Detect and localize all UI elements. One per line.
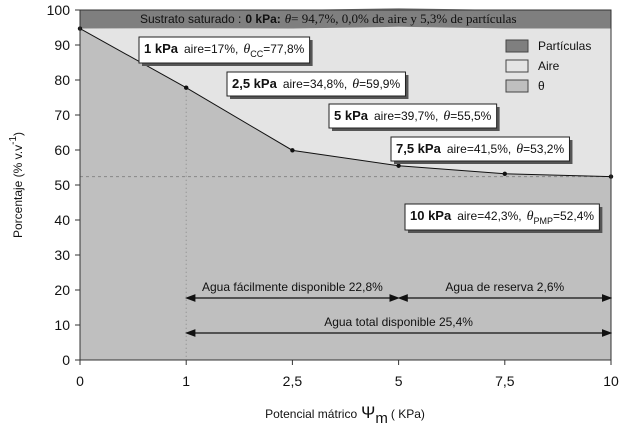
range-label: Agua de reserva 2,6%	[445, 280, 564, 294]
y-axis-title: Porcentaje (% v.v-1)	[8, 132, 25, 238]
annotation: 10 kPa aire=42,3%, θPMP=52,4%	[404, 203, 603, 233]
annotation-detail: aire=17%,	[184, 42, 238, 56]
legend-swatch	[505, 59, 529, 73]
annotation-label: 1 kPa	[144, 41, 179, 56]
theta-line	[79, 28, 612, 178]
y-title-text: Porcentaje (% v.v	[11, 145, 25, 238]
annotation-subscript: CC	[250, 49, 263, 59]
range-label: Agua total disponible 25,4%	[324, 315, 473, 329]
theta-point	[502, 171, 507, 176]
y-tick-label: 60	[54, 142, 70, 158]
area	[80, 8, 611, 29]
y-tick-label: 40	[54, 212, 70, 228]
annotation-value: =77,8%	[263, 42, 304, 56]
y-tick-label: 20	[54, 282, 70, 298]
annotation-detail: aire=39,7%,	[374, 109, 438, 123]
note-text: = 94,7%, 0,0% de aire y 5,3% de partícul…	[291, 11, 516, 26]
x-tick-label: 10	[603, 373, 619, 389]
legend-label: θ	[538, 79, 545, 93]
annotation-subscript: PMP	[533, 216, 553, 226]
y-tick-label: 30	[54, 247, 70, 263]
annotation-text: 5 kPa aire=39,7%, θ=55,5%	[334, 108, 492, 124]
annotation-symbol: θ	[516, 142, 523, 157]
y-tick-label: 0	[62, 352, 70, 368]
x-title-close: ( KPa)	[391, 407, 425, 421]
y-tick-label: 90	[54, 37, 70, 53]
x-title-sub: m	[375, 410, 388, 427]
annotation-symbol: θ	[352, 77, 359, 92]
legend: Partículas Aire θ	[505, 39, 591, 93]
range-label: Agua fácilmente disponible 22,8%	[202, 280, 383, 294]
annotation-label: 5 kPa	[334, 108, 369, 123]
theta-point	[396, 163, 401, 168]
y-tick-label: 70	[54, 107, 70, 123]
annotation-value: =59,9%	[359, 77, 400, 91]
x-tick-label: 0	[76, 373, 84, 389]
x-title-text: Potencial mátrico	[265, 407, 357, 421]
legend-swatch	[505, 39, 529, 53]
area	[80, 28, 611, 361]
annotation-value: =55,5%	[450, 109, 491, 123]
annotation-symbol: θ	[443, 109, 450, 124]
y-tick-label: 80	[54, 72, 70, 88]
annotation-text: 10 kPa aire=42,3%, θPMP=52,4%	[410, 208, 594, 226]
annotation: 1 kPa aire=17%, θCC=77,8%	[138, 36, 313, 66]
annotation-text: 7,5 kPa aire=41,5%, θ=53,2%	[396, 141, 564, 157]
y-tick-label: 10	[54, 317, 70, 333]
x-tick-label: 2,5	[283, 373, 303, 389]
x-tick-label: 1	[182, 373, 190, 389]
y-title-close: )	[11, 132, 25, 136]
annotation-text: 2,5 kPa aire=34,8%, θ=59,9%	[232, 76, 400, 92]
x-tick-label: 7,5	[495, 373, 515, 389]
annotation-box	[226, 71, 406, 97]
x-tick-label: 5	[395, 373, 403, 389]
annotation: 7,5 kPa aire=41,5%, θ=53,2%	[390, 136, 573, 164]
y-title-sup: -1	[8, 136, 19, 145]
note-symbol: θ	[285, 11, 292, 26]
annotation-value: =52,4%	[553, 209, 594, 223]
annotation-label: 2,5 kPa	[232, 76, 278, 91]
annotation-detail: aire=41,5%,	[447, 142, 511, 156]
theta-point	[184, 85, 189, 90]
annotation-box	[390, 136, 570, 162]
note-prefix: Sustrato saturado :	[140, 12, 241, 26]
annotation-detail: aire=34,8%,	[283, 77, 347, 91]
legend-label: Partículas	[538, 39, 591, 53]
saturation-note: Sustrato saturado : 0 kPa: θ= 94,7%, 0,0% …	[140, 11, 517, 26]
x-title-symbol: Ψ	[361, 403, 375, 422]
theta-point	[290, 148, 295, 153]
legend-label: Aire	[538, 59, 560, 73]
annotation-value: =53,2%	[523, 142, 564, 156]
annotation-label: 10 kPa	[410, 208, 452, 223]
annotation-detail: aire=42,3%,	[457, 209, 521, 223]
annotation-label: 7,5 kPa	[396, 141, 442, 156]
x-axis-title: Potencial mátrico Ψm( KPa)	[265, 403, 425, 427]
y-tick-label: 50	[54, 177, 70, 193]
annotation: 2,5 kPa aire=34,8%, θ=59,9%	[226, 71, 409, 99]
legend-swatch	[505, 79, 529, 93]
annotation-box	[328, 103, 498, 129]
annotation-symbol: θ	[243, 42, 250, 57]
annotation-box	[404, 203, 600, 231]
annotation-symbol: θ	[527, 209, 534, 224]
annotation-box	[138, 36, 311, 64]
annotation: 5 kPa aire=39,7%, θ=55,5%	[328, 103, 500, 131]
y-tick-label: 100	[47, 2, 71, 18]
annotation-text: 1 kPa aire=17%, θCC=77,8%	[144, 41, 305, 59]
note-label: 0 kPa:	[245, 12, 280, 26]
